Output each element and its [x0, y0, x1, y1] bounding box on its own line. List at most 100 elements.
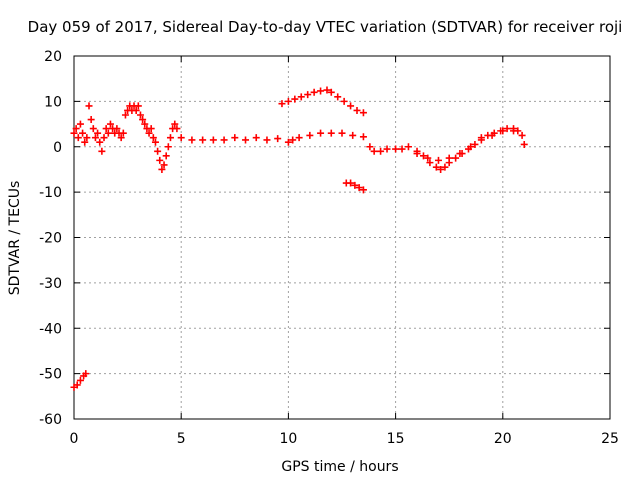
- y-tick-label: -10: [39, 185, 62, 201]
- data-point: [74, 134, 82, 142]
- data-point: [359, 186, 367, 194]
- data-point: [467, 143, 475, 151]
- data-point: [317, 87, 325, 95]
- series-evening-secondary: [413, 127, 518, 164]
- data-point: [445, 154, 453, 162]
- data-point: [334, 93, 342, 101]
- data-point: [117, 134, 125, 142]
- x-tick-label: 10: [279, 431, 297, 447]
- data-point: [310, 88, 318, 96]
- data-point: [355, 184, 363, 192]
- series-outlier-cluster: [70, 370, 90, 391]
- y-tick-label: -20: [39, 231, 62, 247]
- y-tick-label: -50: [39, 367, 62, 383]
- data-point: [89, 125, 97, 133]
- data-point: [499, 127, 507, 135]
- data-point: [383, 145, 391, 153]
- data-point: [306, 131, 314, 139]
- data-point: [317, 129, 325, 137]
- y-axis-label: SDTVAR / TECUs: [7, 181, 23, 296]
- data-point: [113, 125, 121, 133]
- series-main-band: [70, 102, 367, 173]
- data-point: [147, 125, 155, 133]
- x-tick-label: 20: [494, 431, 512, 447]
- data-point: [488, 131, 496, 139]
- data-point: [220, 136, 228, 144]
- y-tick-label: 20: [44, 49, 62, 65]
- data-point: [160, 161, 168, 169]
- data-point: [327, 88, 335, 96]
- data-point: [166, 134, 174, 142]
- data-point: [471, 140, 479, 148]
- data-point: [132, 106, 140, 114]
- data-point: [158, 165, 166, 173]
- data-point: [456, 150, 464, 158]
- series-lower-segment: [342, 179, 367, 194]
- data-point: [119, 129, 127, 137]
- data-point: [79, 129, 87, 137]
- y-tick-label: -40: [39, 321, 62, 337]
- data-point: [199, 136, 207, 144]
- x-axis-label: GPS time / hours: [281, 459, 398, 475]
- data-point: [353, 106, 361, 114]
- chart-title: Day 059 of 2017, Sidereal Day-to-day VTE…: [28, 18, 623, 36]
- data-point: [432, 163, 440, 171]
- data-point: [96, 138, 104, 146]
- x-tick-label: 25: [601, 431, 619, 447]
- y-tick-label: -30: [39, 276, 62, 292]
- data-point: [81, 138, 89, 146]
- data-point: [347, 102, 355, 110]
- x-axis: 0 5 10 15 20 25: [70, 56, 619, 447]
- data-point: [252, 134, 260, 142]
- data-point: [134, 102, 142, 110]
- data-point: [106, 120, 114, 128]
- data-point: [278, 100, 286, 108]
- data-point: [151, 138, 159, 146]
- data-point: [510, 127, 518, 135]
- data-point: [72, 125, 80, 133]
- data-point: [434, 156, 442, 164]
- data-point: [338, 129, 346, 137]
- data-point: [102, 125, 110, 133]
- data-point: [327, 129, 335, 137]
- data-point: [419, 152, 427, 160]
- data-point: [209, 136, 217, 144]
- data-point: [424, 154, 432, 162]
- data-point: [359, 133, 367, 141]
- x-tick-label: 15: [387, 431, 405, 447]
- data-point: [426, 159, 434, 167]
- grid: [74, 56, 610, 419]
- data-point: [154, 147, 162, 155]
- data-point: [284, 97, 292, 105]
- data-point: [349, 131, 357, 139]
- data-point: [164, 143, 172, 151]
- data-point: [289, 136, 297, 144]
- data-point: [340, 97, 348, 105]
- data-point: [351, 181, 359, 189]
- data-point: [477, 134, 485, 142]
- data-point: [452, 154, 460, 162]
- data-point: [85, 102, 93, 110]
- data-point: [392, 145, 400, 153]
- data-point: [82, 370, 90, 378]
- data-point: [347, 179, 355, 187]
- data-point: [136, 111, 144, 119]
- data-point: [377, 147, 385, 155]
- data-point: [413, 150, 421, 158]
- data-point: [274, 135, 282, 143]
- data-point: [370, 147, 378, 155]
- data-point: [359, 109, 367, 117]
- data-point: [366, 143, 374, 151]
- data-point: [295, 134, 303, 142]
- data-point: [104, 129, 112, 137]
- x-tick-label: 0: [70, 431, 79, 447]
- y-tick-label: 0: [53, 140, 62, 156]
- data-point: [231, 134, 239, 142]
- data-point: [297, 93, 305, 101]
- data-point: [304, 91, 312, 99]
- data-point: [91, 134, 99, 142]
- data-point: [156, 156, 164, 164]
- y-tick-label: -60: [39, 412, 62, 428]
- data-point: [503, 125, 511, 133]
